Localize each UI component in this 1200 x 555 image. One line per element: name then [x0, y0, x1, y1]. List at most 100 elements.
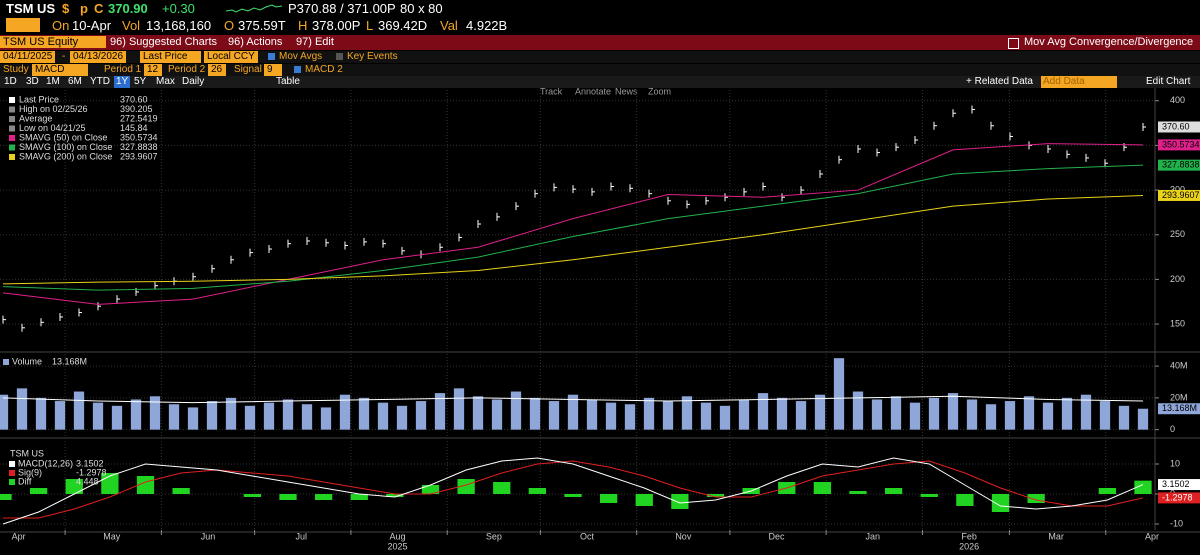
volume-bar [339, 394, 351, 430]
chart-tool: Track [540, 86, 563, 96]
add-data[interactable]: Add Data [1041, 76, 1117, 88]
checkbox[interactable] [268, 53, 275, 60]
macd2[interactable]: MACD 2 [305, 64, 343, 75]
diff-bar [65, 479, 83, 494]
year-label: 2026 [959, 541, 979, 551]
end-date[interactable]: 04/13/2026 [70, 51, 127, 63]
signal[interactable]: 9 [264, 64, 282, 76]
menu-item[interactable]: 96) Suggested Charts [110, 36, 218, 48]
key-events[interactable]: Key Events [347, 51, 398, 62]
sparkline [226, 4, 282, 13]
volume-bar [377, 402, 389, 430]
y-tick-label: 0 [1170, 424, 1175, 434]
diff-bar [849, 491, 867, 494]
diff-bar [920, 494, 938, 497]
open: 375.59T [238, 18, 286, 33]
field[interactable]: Last Price [140, 51, 201, 63]
period2-label: Period 2 [168, 64, 206, 75]
period-row: 1D 3D 1M 6M YTD 1Y 5Y Max Daily Table + Related… [0, 76, 1200, 88]
legend-name: MACD(12,26) [18, 458, 73, 468]
period2[interactable]: 26 [208, 64, 226, 76]
y-tick-label: 400 [1170, 95, 1185, 105]
diff-bar [1027, 494, 1045, 503]
x-tick-label: Apr [12, 531, 26, 541]
y-tick-label: 20M [1170, 392, 1188, 402]
ma-tag-bg [1158, 139, 1200, 151]
range-button[interactable]: 1M [46, 76, 60, 87]
range-button[interactable]: 5Y [134, 76, 147, 87]
high: 378.00P [312, 18, 361, 33]
legend-swatch [9, 106, 15, 113]
volume-bar [890, 396, 902, 430]
range-button[interactable]: Max [156, 76, 175, 87]
related-data[interactable]: + Related Data [966, 76, 1033, 87]
series-line [2, 164, 1144, 291]
series-line [3, 460, 1144, 519]
volume-bar [624, 404, 636, 430]
legend-value: 293.9607 [120, 151, 158, 161]
table-button[interactable]: Table [276, 76, 300, 87]
volume-bar [263, 402, 275, 430]
x-tick-label: Dec [769, 531, 786, 541]
open-label: O [224, 18, 235, 33]
legend-name: SMAVG (200) on Close [19, 151, 112, 161]
edit-chart[interactable]: Edit Chart [1146, 76, 1191, 87]
x-tick-label: May [103, 531, 121, 541]
legend-value: 13.168M [52, 356, 87, 366]
range-button[interactable]: YTD [90, 76, 110, 87]
legend-swatch [9, 461, 15, 467]
series-line [2, 194, 1144, 285]
legend-swatch [3, 359, 9, 365]
volume-bar [947, 393, 959, 430]
x-tick-label: Aug [390, 531, 406, 541]
y-tick-label: 250 [1170, 229, 1185, 239]
ma-tag-bg [1158, 159, 1200, 171]
on-label: On [52, 18, 70, 33]
frequency[interactable]: Daily [182, 76, 205, 87]
volume-bar [928, 397, 940, 430]
last-price: 370.90 [108, 1, 148, 16]
volume-bar [1118, 405, 1130, 430]
icon [6, 18, 40, 32]
ticker: TSM US [6, 1, 56, 16]
checkbox[interactable] [294, 66, 301, 73]
currency-select[interactable]: Local CCY [204, 51, 258, 63]
volume-bar [738, 399, 750, 430]
bid-ask: P370.88 / 371.00P [288, 1, 396, 16]
y-tick-label: 40M [1170, 360, 1188, 370]
study-select[interactable]: MACD [32, 64, 88, 76]
series-line [2, 143, 1144, 305]
chart-tool: Zoom [648, 86, 671, 96]
diff-bar [706, 494, 725, 497]
period1[interactable]: 12 [144, 64, 162, 76]
signal-label: Signal [234, 64, 262, 75]
checkbox[interactable] [336, 53, 343, 60]
start-date[interactable]: 04/11/2025 [0, 51, 56, 63]
diff-bar [493, 482, 511, 494]
menu-bar: TSM US Equity 96) Suggested Charts 96) Ac… [0, 35, 1200, 50]
y-tick-label: -10 [1170, 518, 1183, 528]
y-tick-label: 10 [1170, 458, 1180, 468]
change: +0.30 [162, 1, 195, 16]
range-button[interactable]: 3D [26, 76, 39, 87]
volume-bar [453, 388, 465, 430]
range-button[interactable]: 1Y [114, 76, 131, 88]
mov-avgs[interactable]: Mov Avgs [279, 51, 323, 62]
legend-value: 4.448 [76, 476, 99, 486]
legend-swatch [9, 97, 15, 103]
menu-item[interactable]: 97) Edit [296, 36, 334, 48]
range-button[interactable]: 6M [68, 76, 82, 87]
legend-value: 350.5734 [120, 132, 158, 142]
legend-value: 272.5419 [120, 113, 158, 123]
range-row: 04/11/2025 - 04/13/2026 Last Price Local… [0, 51, 1200, 63]
volume: 13,168,160 [146, 18, 212, 33]
volume-bar [1004, 401, 1016, 430]
diff-bar [386, 494, 404, 497]
volume-bar [852, 391, 864, 430]
range-button[interactable]: 1D [4, 76, 17, 87]
menu-item[interactable]: 96) Actions [228, 36, 283, 48]
security[interactable]: TSM US Equity [0, 36, 106, 48]
legend-value: 327.8838 [120, 142, 158, 152]
macd-tag-bg [1158, 492, 1200, 504]
